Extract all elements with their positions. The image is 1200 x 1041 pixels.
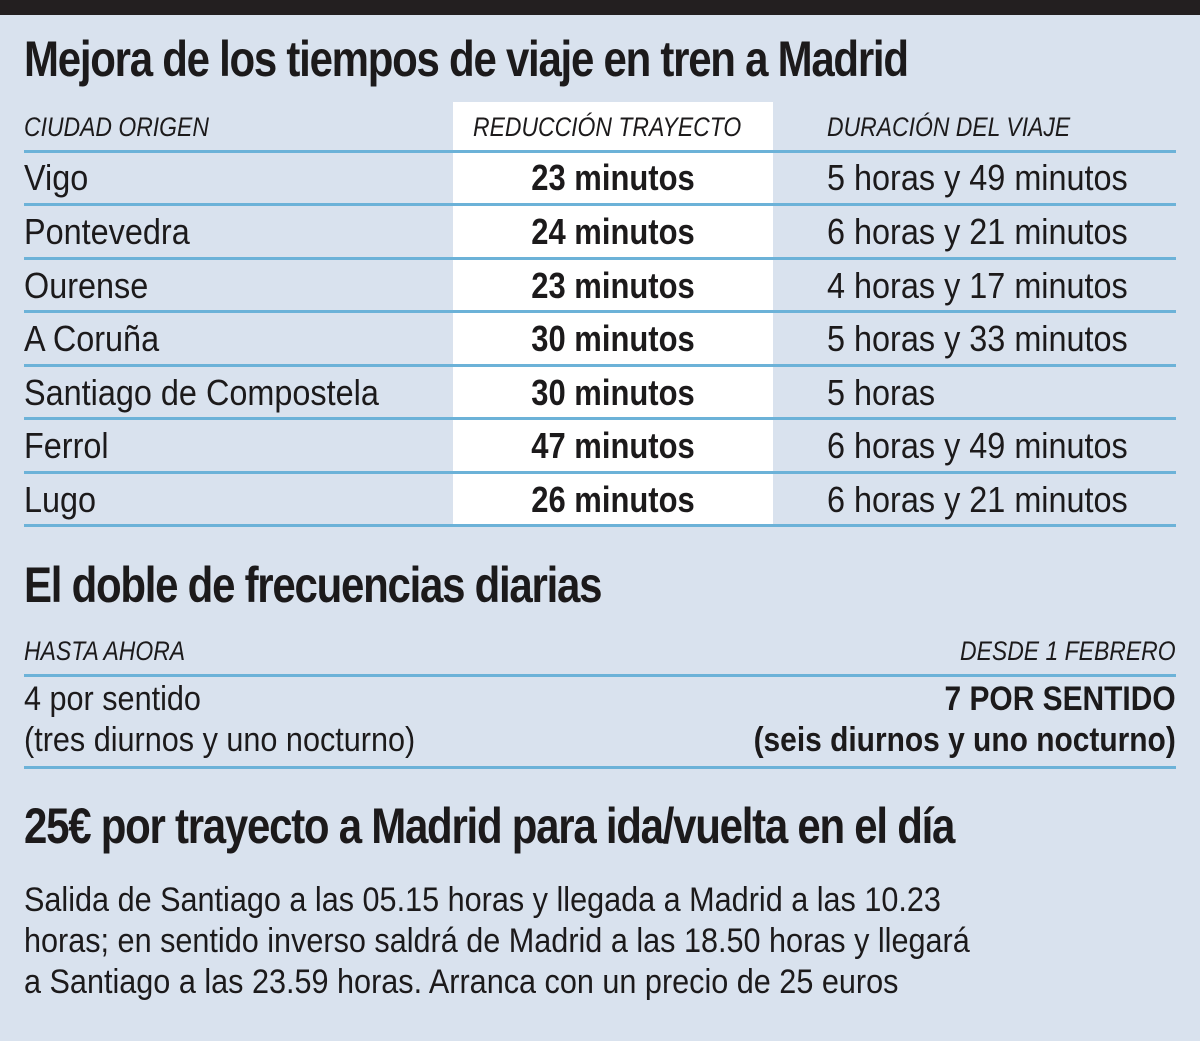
frequency-divider-bottom — [24, 766, 1176, 769]
duration-cell: 5 horas y 33 minutos — [827, 318, 1128, 359]
frequency-label-after: DESDE 1 FEBRERO — [960, 636, 1176, 666]
duration-cell: 6 horas y 21 minutos — [827, 479, 1128, 520]
row-divider — [24, 310, 1176, 313]
city-cell: Pontevedra — [24, 211, 190, 252]
reduction-cell: 26 minutos — [531, 479, 695, 520]
reduction-cell: 47 minutos — [531, 425, 695, 466]
table-row: Ourense 23 minutos 4 horas y 17 minutos — [0, 261, 1200, 314]
duration-cell: 4 horas y 17 minutos — [827, 265, 1128, 306]
column-header-duration: DURACIÓN DEL VIAJE — [827, 112, 1071, 142]
row-divider — [24, 257, 1176, 260]
description-line: a Santiago a las 23.59 horas. Arranca co… — [24, 963, 899, 1001]
section-title-travel-times: Mejora de los tiempos de viaje en tren a… — [24, 31, 909, 87]
city-cell: Ourense — [24, 265, 149, 306]
frequency-after-detail: (seis diurnos y uno nocturno) — [753, 721, 1176, 759]
frequency-before-detail: (tres diurnos y uno nocturno) — [24, 721, 416, 759]
city-cell: A Coruña — [24, 318, 160, 359]
frequency-before-count: 4 por sentido — [24, 680, 201, 718]
table-row: Santiago de Compostela 30 minutos 5 hora… — [0, 368, 1200, 421]
reduction-cell: 30 minutos — [531, 318, 695, 359]
reduction-cell: 23 minutos — [531, 265, 695, 306]
table-row: A Coruña 30 minutos 5 horas y 33 minutos — [0, 314, 1200, 367]
table-row: Vigo 23 minutos 5 horas y 49 minutos — [0, 153, 1200, 206]
duration-cell: 5 horas — [827, 372, 936, 413]
reduction-cell: 30 minutos — [531, 372, 695, 413]
column-header-city: CIUDAD ORIGEN — [24, 112, 209, 142]
frequency-after-count: 7 POR SENTIDO — [944, 680, 1176, 718]
table-row: Lugo 26 minutos 6 horas y 21 minutos — [0, 475, 1200, 528]
row-divider — [24, 471, 1176, 474]
city-cell: Ferrol — [24, 425, 109, 466]
city-cell: Vigo — [24, 157, 89, 198]
city-cell: Santiago de Compostela — [24, 372, 379, 413]
city-cell: Lugo — [24, 479, 97, 520]
row-divider — [24, 524, 1176, 527]
description-line: horas; en sentido inverso saldrá de Madr… — [24, 922, 970, 960]
section-title-frequencies: El doble de frecuencias diarias — [24, 557, 602, 613]
duration-cell: 5 horas y 49 minutos — [827, 157, 1128, 198]
section-title-price: 25€ por trayecto a Madrid para ida/vuelt… — [24, 798, 955, 854]
reduction-cell: 24 minutos — [531, 211, 695, 252]
row-divider — [24, 417, 1176, 420]
table-row: Pontevedra 24 minutos 6 horas y 21 minut… — [0, 207, 1200, 260]
reduction-column-highlight — [453, 102, 773, 524]
row-divider — [24, 203, 1176, 206]
frequency-label-before: HASTA AHORA — [24, 636, 186, 666]
row-divider — [24, 364, 1176, 367]
frequency-divider-top — [24, 674, 1176, 677]
duration-cell: 6 horas y 49 minutos — [827, 425, 1128, 466]
top-bar — [0, 0, 1200, 15]
reduction-cell: 23 minutos — [531, 157, 695, 198]
description-line: Salida de Santiago a las 05.15 horas y l… — [24, 881, 941, 919]
table-row: Ferrol 47 minutos 6 horas y 49 minutos — [0, 421, 1200, 474]
header-divider — [24, 150, 1176, 153]
column-header-reduction: REDUCCIÓN TRAYECTO — [473, 112, 742, 142]
price-description: Salida de Santiago a las 05.15 horas y l… — [24, 880, 1086, 1003]
duration-cell: 6 horas y 21 minutos — [827, 211, 1128, 252]
